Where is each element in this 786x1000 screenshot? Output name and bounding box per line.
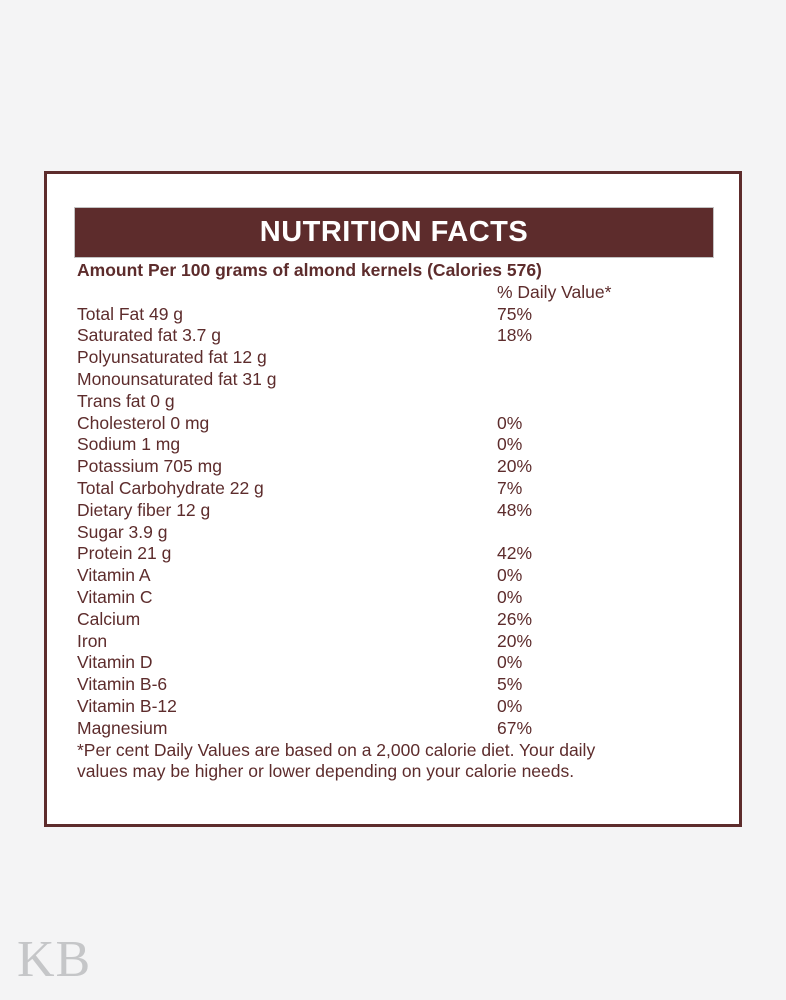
nutrient-name: Dietary fiber 12 g xyxy=(77,499,211,520)
nutrient-row: Iron 20% xyxy=(77,631,697,653)
nutrient-name: Cholesterol 0 mg xyxy=(77,412,210,433)
nutrient-name: Sodium 1 mg xyxy=(77,434,181,455)
nutrient-row: Trans fat 0 g xyxy=(77,391,697,413)
nutrient-daily-value: 7% xyxy=(497,477,523,498)
nutrient-row: Dietary fiber 12 g 48% xyxy=(77,500,697,522)
nutrient-daily-value: 42% xyxy=(497,543,533,564)
nutrient-row: Monounsaturated fat 31 g xyxy=(77,369,697,391)
nutrient-name: Vitamin C xyxy=(77,586,153,607)
daily-value-header: % Daily Value* xyxy=(497,281,612,302)
kb-watermark: KB xyxy=(17,931,92,988)
nutrition-facts-title-bar: NUTRITION FACTS xyxy=(75,208,713,257)
nutrient-name: Iron xyxy=(77,630,108,651)
nutrient-row: Magnesium 67% xyxy=(77,718,697,740)
nutrient-name: Calcium xyxy=(77,608,141,629)
nutrient-row: Sugar 3.9 g xyxy=(77,522,697,544)
nutrient-row: Sodium 1 mg 0% xyxy=(77,434,697,456)
nutrient-name: Potassium 705 mg xyxy=(77,456,222,477)
nutrient-name: Vitamin A xyxy=(77,565,151,586)
nutrient-row: Vitamin D 0% xyxy=(77,652,697,674)
nutrition-facts-title: NUTRITION FACTS xyxy=(259,216,529,248)
nutrient-row: Total Carbohydrate 22 g 7% xyxy=(77,478,697,500)
nutrient-daily-value: 5% xyxy=(497,674,523,695)
nutrient-row: Saturated fat 3.7 g 18% xyxy=(77,325,697,347)
nutrient-row: Vitamin A 0% xyxy=(77,565,697,587)
nutrient-name: Protein 21 g xyxy=(77,543,172,564)
nutrient-name: Total Fat 49 g xyxy=(77,303,184,324)
footnote-line-2: values may be higher or lower depending … xyxy=(77,761,575,782)
nutrient-daily-value: 0% xyxy=(497,652,523,673)
footnote: *Per cent Daily Values are based on a 2,… xyxy=(77,740,697,784)
nutrient-row: Vitamin C 0% xyxy=(77,587,697,609)
nutrient-name: Total Carbohydrate 22 g xyxy=(77,477,264,498)
nutrient-daily-value: 0% xyxy=(497,586,523,607)
nutrient-row: Total Fat 49 g 75% xyxy=(77,304,697,326)
nutrient-name: Magnesium xyxy=(77,717,168,738)
nutrient-name: Vitamin D xyxy=(77,652,153,673)
nutrient-name: Polyunsaturated fat 12 g xyxy=(77,347,267,368)
nutrient-daily-value: 20% xyxy=(497,630,533,651)
nutrient-daily-value: 20% xyxy=(497,456,533,477)
nutrient-daily-value: 67% xyxy=(497,717,533,738)
nutrient-daily-value: 75% xyxy=(497,303,533,324)
serving-line: Amount Per 100 grams of almond kernels (… xyxy=(77,260,542,280)
nutrient-row: Cholesterol 0 mg 0% xyxy=(77,413,697,435)
daily-value-header-row: % Daily Value* xyxy=(77,282,697,304)
nutrient-row: Polyunsaturated fat 12 g xyxy=(77,347,697,369)
nutrient-daily-value: 0% xyxy=(497,434,523,455)
nutrient-daily-value: 26% xyxy=(497,608,533,629)
nutrient-rows: Total Fat 49 g 75% Saturated fat 3.7 g 1… xyxy=(77,304,697,740)
nutrient-daily-value: 0% xyxy=(497,695,523,716)
nutrient-row: Potassium 705 mg 20% xyxy=(77,456,697,478)
nutrient-daily-value: 18% xyxy=(497,325,533,346)
nutrient-name: Saturated fat 3.7 g xyxy=(77,325,221,346)
nutrient-name: Vitamin B-6 xyxy=(77,674,168,695)
nutrient-daily-value: 0% xyxy=(497,565,523,586)
nutrient-daily-value: 0% xyxy=(497,412,523,433)
nutrient-row: Vitamin B-12 0% xyxy=(77,696,697,718)
nutrient-row: Calcium 26% xyxy=(77,609,697,631)
footnote-line-1: *Per cent Daily Values are based on a 2,… xyxy=(77,739,596,760)
nutrient-daily-value: 48% xyxy=(497,499,533,520)
nutrient-name: Sugar 3.9 g xyxy=(77,521,168,542)
nutrition-facts-card: NUTRITION FACTS Amount Per 100 grams of … xyxy=(44,171,742,827)
nutrition-facts-body: Amount Per 100 grams of almond kernels (… xyxy=(77,260,697,783)
nutrient-name: Vitamin B-12 xyxy=(77,695,177,716)
nutrient-row: Protein 21 g 42% xyxy=(77,543,697,565)
nutrient-name: Monounsaturated fat 31 g xyxy=(77,368,277,389)
nutrient-row: Vitamin B-6 5% xyxy=(77,674,697,696)
nutrient-name: Trans fat 0 g xyxy=(77,390,175,411)
